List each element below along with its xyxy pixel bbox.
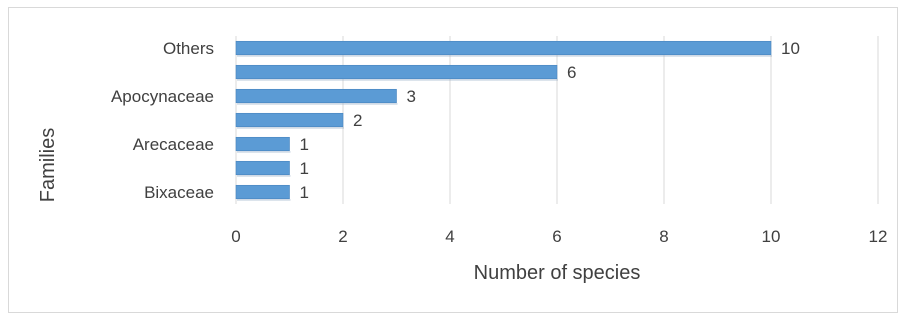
data-labels: 10 6 3 2 1 1 1 — [300, 39, 800, 202]
data-label: 2 — [353, 111, 362, 130]
data-label: 1 — [300, 159, 309, 178]
bar — [235, 160, 290, 176]
x-tick-label: 8 — [659, 227, 668, 246]
x-tick-labels: 0 2 4 6 8 10 12 — [231, 227, 887, 246]
bar — [235, 136, 290, 152]
data-label: 6 — [567, 63, 576, 82]
data-label: 10 — [781, 39, 800, 58]
x-tick-label: 4 — [445, 227, 454, 246]
bar — [235, 40, 772, 56]
category-label: Others — [163, 39, 214, 58]
bars — [235, 40, 772, 201]
x-axis-title: Number of species — [474, 262, 641, 284]
data-label: 1 — [300, 183, 309, 202]
x-tick-label: 6 — [552, 227, 561, 246]
x-tick-label: 10 — [762, 227, 781, 246]
x-tick-label: 12 — [869, 227, 888, 246]
category-label: Apocynaceae — [111, 87, 214, 106]
bar — [235, 64, 558, 80]
category-labels: Others Apocynaceae Arecaceae Bixaceae — [111, 39, 214, 202]
category-label: Arecaceae — [133, 135, 214, 154]
category-label: Bixaceae — [144, 183, 214, 202]
bar — [235, 88, 397, 104]
x-tick-label: 0 — [231, 227, 240, 246]
bar — [235, 112, 344, 128]
bar — [235, 184, 290, 200]
gridlines — [235, 36, 879, 204]
data-label: 1 — [300, 135, 309, 154]
data-label: 3 — [407, 87, 416, 106]
chart-frame — [8, 7, 898, 313]
x-tick-label: 2 — [338, 227, 347, 246]
y-axis-title: Families — [37, 128, 59, 202]
